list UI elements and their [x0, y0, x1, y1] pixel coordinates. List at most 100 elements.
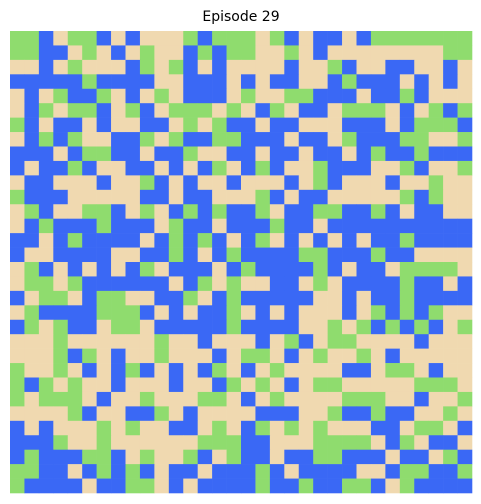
cell: [96, 363, 112, 378]
cell: [82, 247, 97, 263]
cell: [226, 31, 242, 46]
cell: [284, 420, 300, 436]
cell: [82, 435, 97, 450]
cell: [356, 334, 372, 349]
cell: [111, 103, 126, 118]
cell: [168, 305, 184, 321]
cell: [197, 262, 213, 277]
cell: [82, 132, 97, 147]
cell: [96, 290, 112, 306]
cell: [255, 189, 271, 205]
cell: [385, 74, 401, 90]
cell: [96, 464, 112, 479]
cell: [53, 363, 69, 378]
cell: [111, 319, 126, 335]
cell: [457, 31, 473, 46]
cell: [226, 189, 242, 205]
cell: [10, 132, 25, 147]
cell: [183, 189, 198, 205]
cell: [399, 59, 415, 75]
cell: [168, 406, 184, 422]
cell: [154, 233, 170, 248]
cell: [197, 132, 213, 147]
cell: [313, 478, 328, 494]
cell: [226, 74, 242, 90]
cell: [168, 348, 184, 364]
cell: [443, 117, 458, 133]
cell: [269, 449, 285, 465]
cell: [269, 117, 285, 133]
cell: [241, 175, 256, 191]
cell: [443, 233, 458, 248]
cell: [139, 478, 155, 494]
cell: [67, 348, 83, 364]
cell: [457, 449, 473, 465]
cell: [370, 160, 386, 176]
cell: [53, 218, 69, 234]
cell: [370, 175, 386, 191]
cell: [139, 117, 155, 133]
cell: [197, 391, 213, 407]
cell: [168, 117, 184, 133]
cell: [428, 377, 444, 393]
cell: [53, 31, 69, 46]
cell: [82, 391, 97, 407]
cell: [226, 262, 242, 277]
cell: [183, 334, 198, 349]
cell: [53, 175, 69, 191]
cell: [10, 103, 25, 118]
cell: [96, 247, 112, 263]
cell: [414, 449, 429, 465]
cell: [53, 348, 69, 364]
cell: [385, 146, 401, 162]
cell: [342, 247, 357, 263]
cell: [385, 175, 401, 191]
cell: [96, 132, 112, 147]
cell: [457, 435, 473, 450]
cell: [139, 189, 155, 205]
cell: [111, 45, 126, 61]
cell: [38, 290, 54, 306]
cell: [298, 204, 314, 219]
cell: [443, 175, 458, 191]
cell: [67, 478, 83, 494]
cell: [111, 420, 126, 436]
cell: [53, 117, 69, 133]
cell: [255, 435, 271, 450]
cell: [370, 319, 386, 335]
cell: [154, 449, 170, 465]
cell: [356, 204, 372, 219]
cell: [414, 363, 429, 378]
cell: [284, 189, 300, 205]
cell: [125, 160, 141, 176]
cell: [154, 478, 170, 494]
cell: [226, 218, 242, 234]
cell: [399, 31, 415, 46]
cell: [168, 464, 184, 479]
cell: [269, 391, 285, 407]
cell: [241, 31, 256, 46]
cell: [82, 262, 97, 277]
cell: [10, 262, 25, 277]
cell: [457, 406, 473, 422]
cell: [284, 305, 300, 321]
cell: [38, 276, 54, 292]
cell: [154, 103, 170, 118]
cell: [38, 74, 54, 90]
cell: [298, 449, 314, 465]
cell: [385, 117, 401, 133]
cell: [38, 132, 54, 147]
cell: [255, 305, 271, 321]
cell: [24, 464, 40, 479]
cell: [197, 449, 213, 465]
cell: [298, 88, 314, 104]
cell: [370, 334, 386, 349]
cell: [399, 319, 415, 335]
cell: [414, 132, 429, 147]
cell: [67, 305, 83, 321]
cell: [212, 435, 227, 450]
cell: [212, 305, 227, 321]
cell: [269, 74, 285, 90]
cell: [212, 45, 227, 61]
cell: [284, 406, 300, 422]
